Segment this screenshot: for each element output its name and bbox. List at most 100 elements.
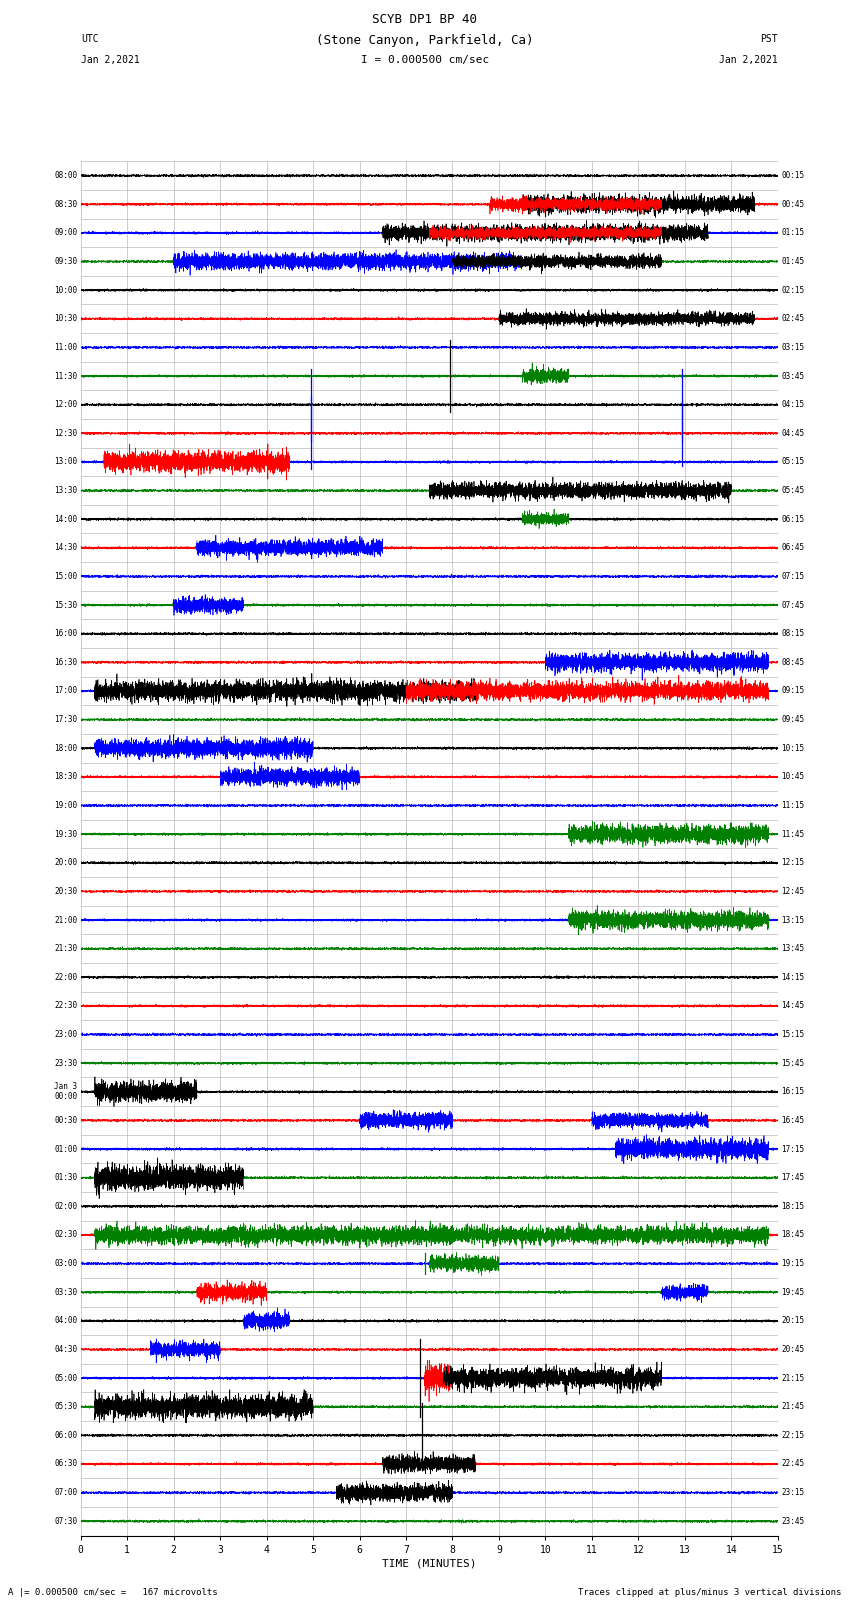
Text: 00:15: 00:15 (781, 171, 804, 181)
Text: 15:45: 15:45 (781, 1058, 804, 1068)
Text: 08:00: 08:00 (54, 171, 77, 181)
Text: 06:15: 06:15 (781, 515, 804, 524)
Text: 05:30: 05:30 (54, 1402, 77, 1411)
Text: 22:15: 22:15 (781, 1431, 804, 1440)
Text: 13:45: 13:45 (781, 944, 804, 953)
Text: 05:00: 05:00 (54, 1374, 77, 1382)
Text: 08:45: 08:45 (781, 658, 804, 666)
Text: 19:45: 19:45 (781, 1287, 804, 1297)
Text: 03:00: 03:00 (54, 1260, 77, 1268)
Text: 00:30: 00:30 (54, 1116, 77, 1124)
Text: 12:00: 12:00 (54, 400, 77, 410)
Text: 16:45: 16:45 (781, 1116, 804, 1124)
Text: 11:15: 11:15 (781, 802, 804, 810)
Text: 11:00: 11:00 (54, 344, 77, 352)
Text: 20:45: 20:45 (781, 1345, 804, 1353)
Text: 03:15: 03:15 (781, 344, 804, 352)
Text: 22:30: 22:30 (54, 1002, 77, 1010)
Text: 04:45: 04:45 (781, 429, 804, 437)
Text: 19:15: 19:15 (781, 1260, 804, 1268)
Text: 00:45: 00:45 (781, 200, 804, 208)
Text: 14:15: 14:15 (781, 973, 804, 982)
X-axis label: TIME (MINUTES): TIME (MINUTES) (382, 1558, 477, 1569)
Text: 12:45: 12:45 (781, 887, 804, 895)
Text: 13:00: 13:00 (54, 458, 77, 466)
Text: 14:45: 14:45 (781, 1002, 804, 1010)
Text: 16:30: 16:30 (54, 658, 77, 666)
Text: 10:45: 10:45 (781, 773, 804, 781)
Text: 08:15: 08:15 (781, 629, 804, 639)
Text: 02:45: 02:45 (781, 315, 804, 323)
Text: 22:45: 22:45 (781, 1460, 804, 1468)
Text: 18:00: 18:00 (54, 744, 77, 753)
Text: 16:15: 16:15 (781, 1087, 804, 1097)
Text: 01:30: 01:30 (54, 1173, 77, 1182)
Text: A |= 0.000500 cm/sec =   167 microvolts: A |= 0.000500 cm/sec = 167 microvolts (8, 1587, 218, 1597)
Text: 17:15: 17:15 (781, 1145, 804, 1153)
Text: 07:15: 07:15 (781, 573, 804, 581)
Text: 21:15: 21:15 (781, 1374, 804, 1382)
Text: 01:00: 01:00 (54, 1145, 77, 1153)
Text: 05:15: 05:15 (781, 458, 804, 466)
Text: 04:30: 04:30 (54, 1345, 77, 1353)
Text: 17:45: 17:45 (781, 1173, 804, 1182)
Text: 04:00: 04:00 (54, 1316, 77, 1326)
Text: 11:30: 11:30 (54, 371, 77, 381)
Text: 20:30: 20:30 (54, 887, 77, 895)
Text: 10:30: 10:30 (54, 315, 77, 323)
Text: 13:15: 13:15 (781, 916, 804, 924)
Text: 02:30: 02:30 (54, 1231, 77, 1239)
Text: 20:00: 20:00 (54, 858, 77, 868)
Text: 03:30: 03:30 (54, 1287, 77, 1297)
Text: PST: PST (760, 34, 778, 44)
Text: 15:30: 15:30 (54, 600, 77, 610)
Text: 09:15: 09:15 (781, 687, 804, 695)
Text: 10:00: 10:00 (54, 286, 77, 295)
Text: 23:00: 23:00 (54, 1031, 77, 1039)
Text: Traces clipped at plus/minus 3 vertical divisions: Traces clipped at plus/minus 3 vertical … (578, 1587, 842, 1597)
Text: 03:45: 03:45 (781, 371, 804, 381)
Text: 07:30: 07:30 (54, 1516, 77, 1526)
Text: 14:30: 14:30 (54, 544, 77, 552)
Text: 14:00: 14:00 (54, 515, 77, 524)
Text: (Stone Canyon, Parkfield, Ca): (Stone Canyon, Parkfield, Ca) (316, 34, 534, 47)
Text: 01:15: 01:15 (781, 229, 804, 237)
Text: 17:30: 17:30 (54, 715, 77, 724)
Text: 16:00: 16:00 (54, 629, 77, 639)
Text: 05:45: 05:45 (781, 486, 804, 495)
Text: 09:30: 09:30 (54, 256, 77, 266)
Text: Jan 2,2021: Jan 2,2021 (719, 55, 778, 65)
Text: 02:15: 02:15 (781, 286, 804, 295)
Text: 20:15: 20:15 (781, 1316, 804, 1326)
Text: 06:00: 06:00 (54, 1431, 77, 1440)
Text: 02:00: 02:00 (54, 1202, 77, 1211)
Text: 07:00: 07:00 (54, 1489, 77, 1497)
Text: 15:00: 15:00 (54, 573, 77, 581)
Text: 11:45: 11:45 (781, 829, 804, 839)
Text: 06:30: 06:30 (54, 1460, 77, 1468)
Text: 21:45: 21:45 (781, 1402, 804, 1411)
Text: 04:15: 04:15 (781, 400, 804, 410)
Text: 18:15: 18:15 (781, 1202, 804, 1211)
Text: 23:15: 23:15 (781, 1489, 804, 1497)
Text: 01:45: 01:45 (781, 256, 804, 266)
Text: 22:00: 22:00 (54, 973, 77, 982)
Text: 09:00: 09:00 (54, 229, 77, 237)
Text: 21:00: 21:00 (54, 916, 77, 924)
Text: 23:30: 23:30 (54, 1058, 77, 1068)
Text: 18:45: 18:45 (781, 1231, 804, 1239)
Text: 21:30: 21:30 (54, 944, 77, 953)
Text: 15:15: 15:15 (781, 1031, 804, 1039)
Text: 19:00: 19:00 (54, 802, 77, 810)
Text: 06:45: 06:45 (781, 544, 804, 552)
Text: 23:45: 23:45 (781, 1516, 804, 1526)
Text: I = 0.000500 cm/sec: I = 0.000500 cm/sec (361, 55, 489, 65)
Text: 12:15: 12:15 (781, 858, 804, 868)
Text: UTC: UTC (81, 34, 99, 44)
Text: 17:00: 17:00 (54, 687, 77, 695)
Text: 07:45: 07:45 (781, 600, 804, 610)
Text: 10:15: 10:15 (781, 744, 804, 753)
Text: Jan 2,2021: Jan 2,2021 (81, 55, 139, 65)
Text: 19:30: 19:30 (54, 829, 77, 839)
Text: 18:30: 18:30 (54, 773, 77, 781)
